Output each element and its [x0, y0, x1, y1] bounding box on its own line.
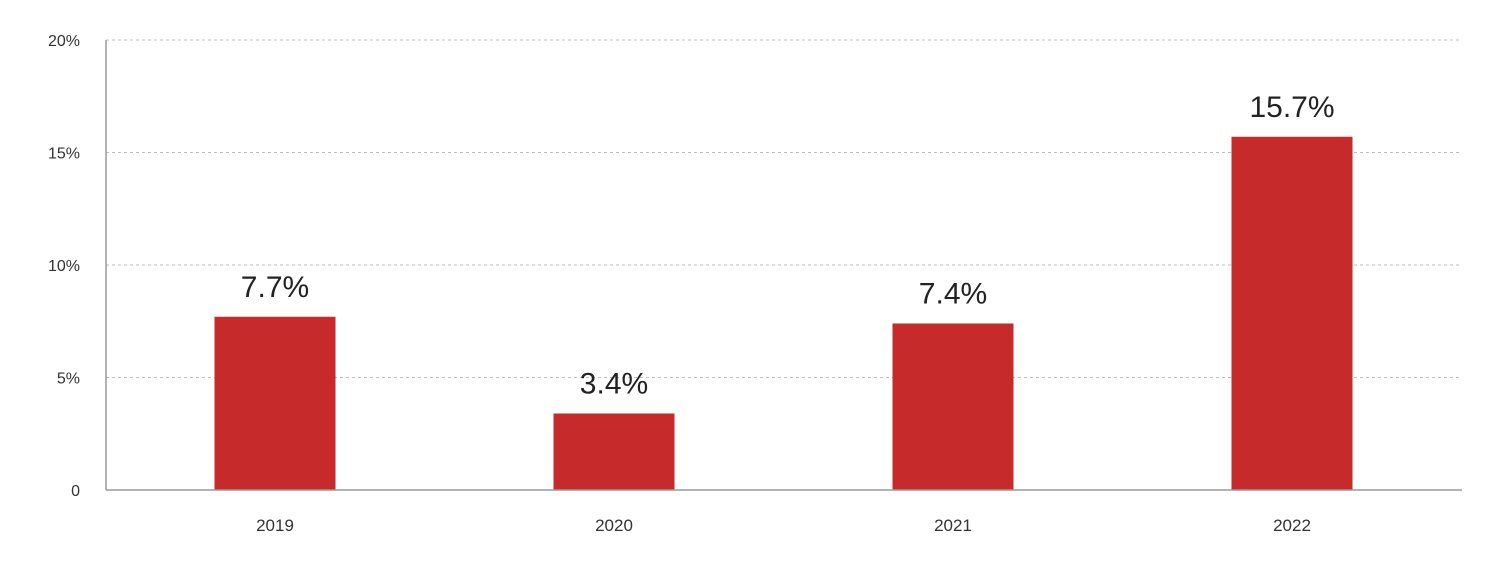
- axes: [105, 40, 1462, 491]
- y-tick-label: 0: [71, 483, 80, 500]
- y-tick-label: 20%: [48, 33, 80, 50]
- bar-2021: [892, 323, 1014, 490]
- x-tick-label-2020: 2020: [595, 516, 633, 535]
- bar-2019: [214, 316, 336, 490]
- y-tick-label: 10%: [48, 258, 80, 275]
- y-tick-label: 5%: [57, 371, 80, 388]
- y-axis-ticks: 0 5% 10% 15% 20%: [48, 33, 80, 500]
- x-axis-ticks: 2019 2020 2021 2022: [256, 516, 1311, 535]
- x-tick-label-2022: 2022: [1273, 516, 1311, 535]
- bar-2022: [1231, 136, 1353, 490]
- data-labels: 7.7% 3.4% 7.4% 15.7%: [241, 91, 1335, 401]
- y-tick-label: 15%: [48, 146, 80, 163]
- x-tick-label-2021: 2021: [934, 516, 972, 535]
- x-tick-label-2019: 2019: [256, 516, 294, 535]
- data-label-2020: 3.4%: [580, 368, 648, 401]
- data-label-2022: 15.7%: [1249, 91, 1334, 124]
- data-label-2021: 7.4%: [919, 278, 987, 311]
- data-label-2019: 7.7%: [241, 271, 309, 304]
- bar-2020: [553, 413, 675, 490]
- bars: [214, 136, 1353, 490]
